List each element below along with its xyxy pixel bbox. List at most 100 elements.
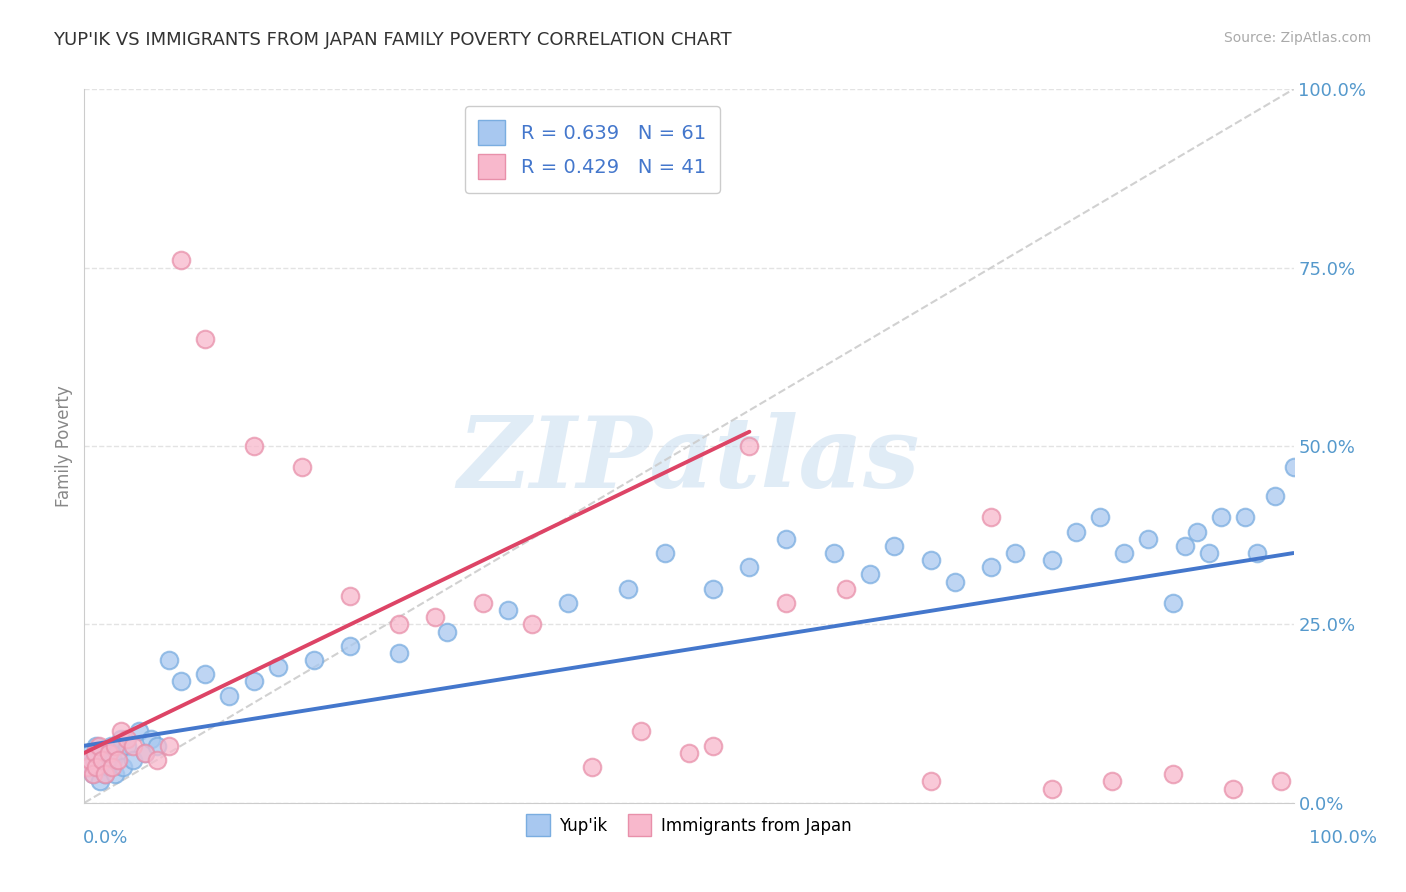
Text: 0.0%: 0.0% bbox=[83, 829, 128, 847]
Point bbox=[883, 539, 905, 553]
Point bbox=[103, 753, 125, 767]
Point bbox=[110, 731, 132, 746]
Point bbox=[581, 760, 603, 774]
Point bbox=[980, 560, 1002, 574]
Point bbox=[86, 760, 108, 774]
Point bbox=[1040, 553, 1063, 567]
Point bbox=[702, 582, 724, 596]
Point bbox=[920, 553, 942, 567]
Point bbox=[630, 724, 652, 739]
Point bbox=[1264, 489, 1286, 503]
Point bbox=[1174, 539, 1197, 553]
Point bbox=[84, 746, 107, 760]
Point bbox=[1222, 781, 1244, 796]
Point bbox=[86, 739, 108, 753]
Point bbox=[100, 739, 122, 753]
Point bbox=[920, 774, 942, 789]
Point bbox=[77, 760, 100, 774]
Text: Source: ZipAtlas.com: Source: ZipAtlas.com bbox=[1223, 31, 1371, 45]
Point bbox=[94, 767, 117, 781]
Point bbox=[617, 582, 640, 596]
Point bbox=[943, 574, 966, 589]
Point bbox=[1114, 546, 1136, 560]
Point bbox=[702, 739, 724, 753]
Point bbox=[82, 767, 104, 781]
Point bbox=[1004, 546, 1026, 560]
Point bbox=[89, 774, 111, 789]
Point bbox=[339, 589, 361, 603]
Point bbox=[291, 460, 314, 475]
Point bbox=[115, 739, 138, 753]
Point bbox=[472, 596, 495, 610]
Point bbox=[139, 731, 162, 746]
Point bbox=[302, 653, 325, 667]
Point bbox=[121, 753, 143, 767]
Point bbox=[835, 582, 858, 596]
Point bbox=[134, 746, 156, 760]
Point bbox=[423, 610, 446, 624]
Text: ZIPatlas: ZIPatlas bbox=[458, 412, 920, 508]
Point bbox=[496, 603, 519, 617]
Text: 100.0%: 100.0% bbox=[1309, 829, 1376, 847]
Point bbox=[121, 739, 143, 753]
Point bbox=[97, 760, 120, 774]
Point bbox=[339, 639, 361, 653]
Point bbox=[110, 724, 132, 739]
Point bbox=[112, 760, 135, 774]
Point bbox=[96, 746, 118, 760]
Point bbox=[1088, 510, 1111, 524]
Point bbox=[678, 746, 700, 760]
Point bbox=[1282, 460, 1305, 475]
Point bbox=[242, 439, 264, 453]
Point bbox=[79, 753, 101, 767]
Point bbox=[91, 753, 114, 767]
Point bbox=[104, 767, 127, 781]
Point bbox=[97, 746, 120, 760]
Point bbox=[980, 510, 1002, 524]
Point bbox=[1246, 546, 1268, 560]
Point bbox=[1161, 596, 1184, 610]
Point bbox=[104, 739, 127, 753]
Point bbox=[146, 753, 169, 767]
Point bbox=[194, 332, 217, 346]
Point bbox=[557, 596, 579, 610]
Y-axis label: Family Poverty: Family Poverty bbox=[55, 385, 73, 507]
Point bbox=[823, 546, 845, 560]
Point bbox=[170, 674, 193, 689]
Point bbox=[1234, 510, 1257, 524]
Point bbox=[1040, 781, 1063, 796]
Point bbox=[134, 746, 156, 760]
Point bbox=[1137, 532, 1160, 546]
Point bbox=[267, 660, 290, 674]
Point bbox=[1101, 774, 1123, 789]
Point bbox=[1270, 774, 1292, 789]
Point bbox=[107, 753, 129, 767]
Point bbox=[1161, 767, 1184, 781]
Point bbox=[77, 760, 100, 774]
Point bbox=[157, 653, 180, 667]
Point bbox=[738, 560, 761, 574]
Point bbox=[218, 689, 240, 703]
Point bbox=[157, 739, 180, 753]
Point bbox=[859, 567, 882, 582]
Point bbox=[83, 753, 105, 767]
Text: YUP'IK VS IMMIGRANTS FROM JAPAN FAMILY POVERTY CORRELATION CHART: YUP'IK VS IMMIGRANTS FROM JAPAN FAMILY P… bbox=[53, 31, 733, 49]
Point bbox=[388, 646, 411, 660]
Point bbox=[146, 739, 169, 753]
Point bbox=[101, 760, 124, 774]
Point bbox=[775, 532, 797, 546]
Point bbox=[738, 439, 761, 453]
Point bbox=[91, 753, 114, 767]
Point bbox=[1198, 546, 1220, 560]
Point bbox=[1209, 510, 1232, 524]
Point bbox=[775, 596, 797, 610]
Point bbox=[87, 760, 110, 774]
Point bbox=[1064, 524, 1087, 539]
Legend: Yup'ik, Immigrants from Japan: Yup'ik, Immigrants from Japan bbox=[516, 805, 862, 846]
Point bbox=[520, 617, 543, 632]
Point bbox=[170, 253, 193, 268]
Point bbox=[105, 746, 128, 760]
Point bbox=[128, 724, 150, 739]
Point bbox=[79, 746, 101, 760]
Point bbox=[242, 674, 264, 689]
